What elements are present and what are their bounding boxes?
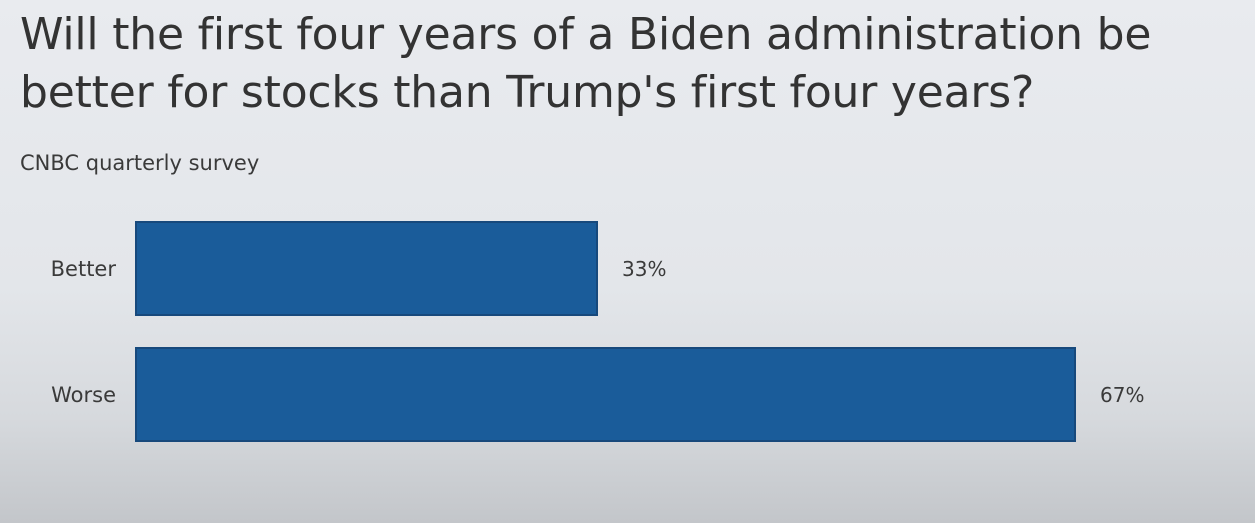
chart-subtitle: CNBC quarterly survey — [20, 151, 260, 175]
chart-title: Will the first four years of a Biden adm… — [20, 9, 1152, 118]
bar-category-label-worse: Worse — [51, 382, 116, 407]
bar-value-label-better: 33% — [622, 256, 667, 281]
bar-better — [135, 221, 598, 316]
bar-worse — [135, 347, 1076, 442]
bar-value-label-worse: 67% — [1100, 382, 1145, 407]
bar-category-label-better: Better — [50, 256, 116, 281]
